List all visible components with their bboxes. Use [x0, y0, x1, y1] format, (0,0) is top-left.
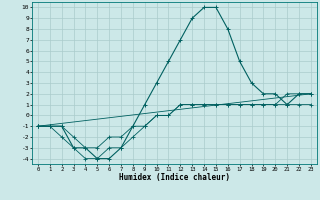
X-axis label: Humidex (Indice chaleur): Humidex (Indice chaleur) — [119, 173, 230, 182]
